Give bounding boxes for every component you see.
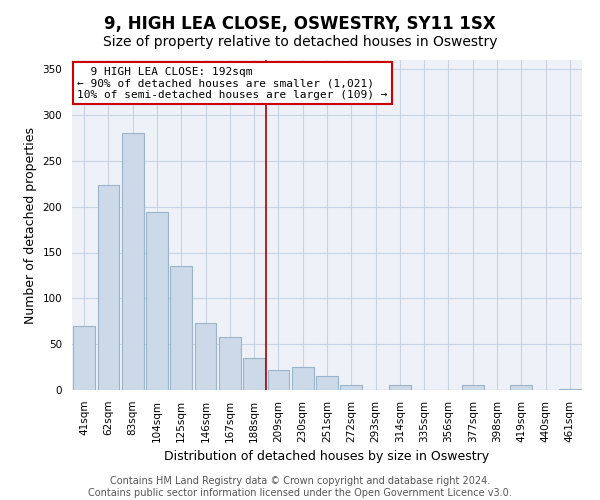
Bar — [511, 384, 532, 390]
Bar — [146, 212, 168, 390]
Text: Contains HM Land Registry data © Crown copyright and database right 2024.
Contai: Contains HM Land Registry data © Crown c… — [88, 476, 512, 498]
Bar — [559, 389, 581, 390]
Bar — [219, 337, 241, 390]
Text: 9, HIGH LEA CLOSE, OSWESTRY, SY11 1SX: 9, HIGH LEA CLOSE, OSWESTRY, SY11 1SX — [104, 15, 496, 33]
Bar — [170, 266, 192, 390]
Text: Size of property relative to detached houses in Oswestry: Size of property relative to detached ho… — [103, 35, 497, 49]
Bar — [73, 326, 95, 390]
X-axis label: Distribution of detached houses by size in Oswestry: Distribution of detached houses by size … — [164, 450, 490, 463]
Bar — [462, 386, 484, 390]
Bar — [268, 370, 289, 390]
Bar — [389, 384, 411, 390]
Bar — [340, 386, 362, 390]
Bar — [316, 376, 338, 390]
Bar — [292, 367, 314, 390]
Bar — [122, 134, 143, 390]
Bar — [243, 358, 265, 390]
Bar — [194, 323, 217, 390]
Y-axis label: Number of detached properties: Number of detached properties — [24, 126, 37, 324]
Text: 9 HIGH LEA CLOSE: 192sqm
← 90% of detached houses are smaller (1,021)
10% of sem: 9 HIGH LEA CLOSE: 192sqm ← 90% of detach… — [77, 66, 388, 100]
Bar — [97, 184, 119, 390]
